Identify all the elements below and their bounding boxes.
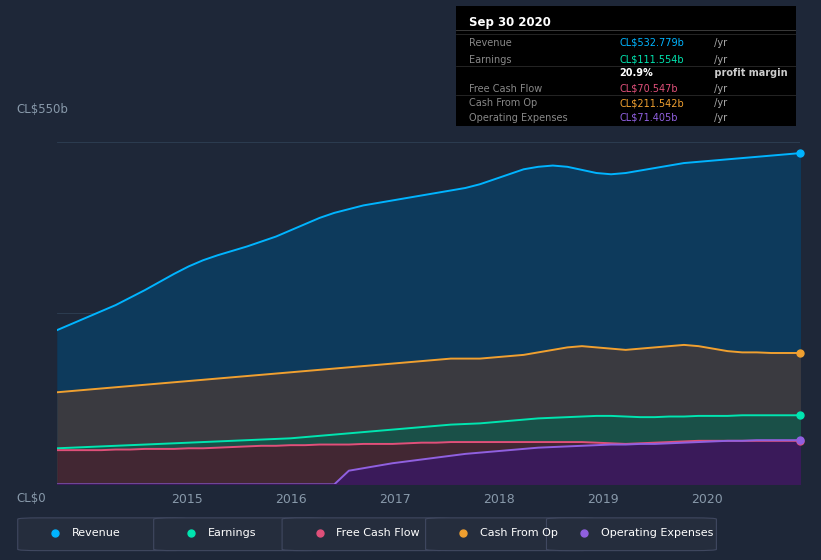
FancyBboxPatch shape (425, 518, 595, 550)
Text: Operating Expenses: Operating Expenses (601, 529, 713, 538)
FancyBboxPatch shape (18, 518, 188, 550)
Text: Revenue: Revenue (72, 529, 121, 538)
FancyBboxPatch shape (547, 518, 717, 550)
Text: /yr: /yr (711, 38, 727, 48)
Text: CL$211.542b: CL$211.542b (619, 98, 684, 108)
Text: /yr: /yr (711, 98, 727, 108)
Text: /yr: /yr (711, 55, 727, 65)
Text: CL$532.779b: CL$532.779b (619, 38, 684, 48)
Text: Sep 30 2020: Sep 30 2020 (470, 16, 551, 30)
Text: Cash From Op: Cash From Op (480, 529, 557, 538)
Text: CL$70.547b: CL$70.547b (619, 83, 678, 94)
Text: CL$71.405b: CL$71.405b (619, 113, 677, 123)
Text: Earnings: Earnings (208, 529, 257, 538)
Text: CL$0: CL$0 (16, 492, 46, 505)
Text: Operating Expenses: Operating Expenses (470, 113, 568, 123)
Text: Earnings: Earnings (470, 55, 511, 65)
Text: Free Cash Flow: Free Cash Flow (337, 529, 420, 538)
Text: /yr: /yr (711, 83, 727, 94)
Text: CL$111.554b: CL$111.554b (619, 55, 684, 65)
Text: Cash From Op: Cash From Op (470, 98, 538, 108)
Text: CL$550b: CL$550b (16, 103, 68, 116)
FancyBboxPatch shape (282, 518, 452, 550)
Text: Free Cash Flow: Free Cash Flow (470, 83, 543, 94)
Text: Revenue: Revenue (470, 38, 512, 48)
FancyBboxPatch shape (154, 518, 323, 550)
Text: 20.9%: 20.9% (619, 68, 653, 78)
Text: /yr: /yr (711, 113, 727, 123)
Text: profit margin: profit margin (711, 68, 788, 78)
